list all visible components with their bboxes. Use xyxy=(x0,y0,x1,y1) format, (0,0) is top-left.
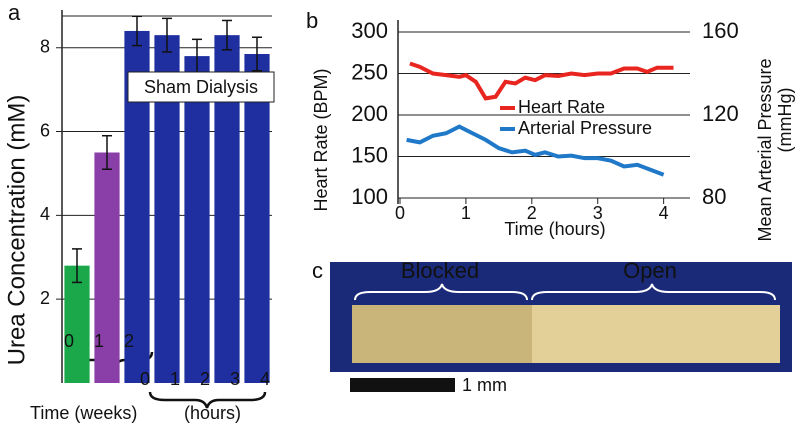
x-group-label: Time (weeks) xyxy=(30,403,137,423)
panel-label: c xyxy=(312,258,323,283)
legend-label: Arterial Pressure xyxy=(518,118,652,138)
brace-open xyxy=(531,283,776,301)
y-tick-label: 300 xyxy=(351,18,388,43)
bar xyxy=(64,265,90,383)
annotation-box xyxy=(127,71,275,103)
y-axis-label: Heart Rate (BPM) xyxy=(311,68,331,211)
y2-tick-label: 160 xyxy=(702,18,739,43)
x-tick-label: 4 xyxy=(260,369,270,389)
data-line xyxy=(409,61,674,101)
y2-tick-label: 120 xyxy=(702,101,739,126)
micrograph xyxy=(330,262,792,392)
panel-label: a xyxy=(8,0,21,25)
y-tick-label: 8 xyxy=(40,36,50,56)
bar xyxy=(184,56,210,383)
x-tick-label: 1 xyxy=(94,331,104,351)
y-tick-label: 150 xyxy=(351,142,388,167)
bar xyxy=(244,54,270,384)
x-tick-label: 4 xyxy=(659,203,669,223)
brace-blocked xyxy=(354,283,528,301)
region-label: Blocked xyxy=(401,258,479,283)
region-label: Open xyxy=(623,258,677,283)
x-tick-label: 0 xyxy=(140,369,150,389)
y-tick-label: 100 xyxy=(351,184,388,209)
y2-tick-label: 80 xyxy=(702,184,726,209)
x-tick-label: 2 xyxy=(527,203,537,223)
brace-hours xyxy=(148,391,267,409)
x-tick-label: 2 xyxy=(200,369,210,389)
x-group-label: (hours) xyxy=(184,403,241,423)
y-axis-label: Urea Concentration (mM) xyxy=(3,95,30,366)
y-tick-label: 200 xyxy=(351,101,388,126)
panel-label: b xyxy=(306,8,318,33)
x-tick-label: 3 xyxy=(230,369,240,389)
channel-blocked xyxy=(352,305,532,363)
x-tick-label: 2 xyxy=(124,331,134,351)
x-tick-label: 1 xyxy=(461,203,471,223)
y2-axis-label: Mean Arterial Pressure xyxy=(755,58,775,241)
scale-bar xyxy=(350,378,455,392)
y-tick-label: 2 xyxy=(40,288,50,308)
x-tick-label: 0 xyxy=(64,331,74,351)
y-tick-label: 6 xyxy=(40,120,50,140)
y-tick-label: 4 xyxy=(40,204,50,224)
x-tick-label: 1 xyxy=(170,369,180,389)
legend-label: Heart Rate xyxy=(518,97,605,117)
bar xyxy=(94,152,120,383)
y-tick-label: 250 xyxy=(351,59,388,84)
annotation: Sham Dialysis xyxy=(144,77,258,97)
x-tick-label: 3 xyxy=(593,203,603,223)
x-tick-label: 0 xyxy=(395,203,405,223)
channel-open xyxy=(532,305,780,363)
data-line xyxy=(406,124,665,177)
y2-axis-label: (mmHg) xyxy=(775,88,795,153)
scale-label: 1 mm xyxy=(462,375,507,395)
x-axis-label: Time (hours) xyxy=(504,219,605,239)
